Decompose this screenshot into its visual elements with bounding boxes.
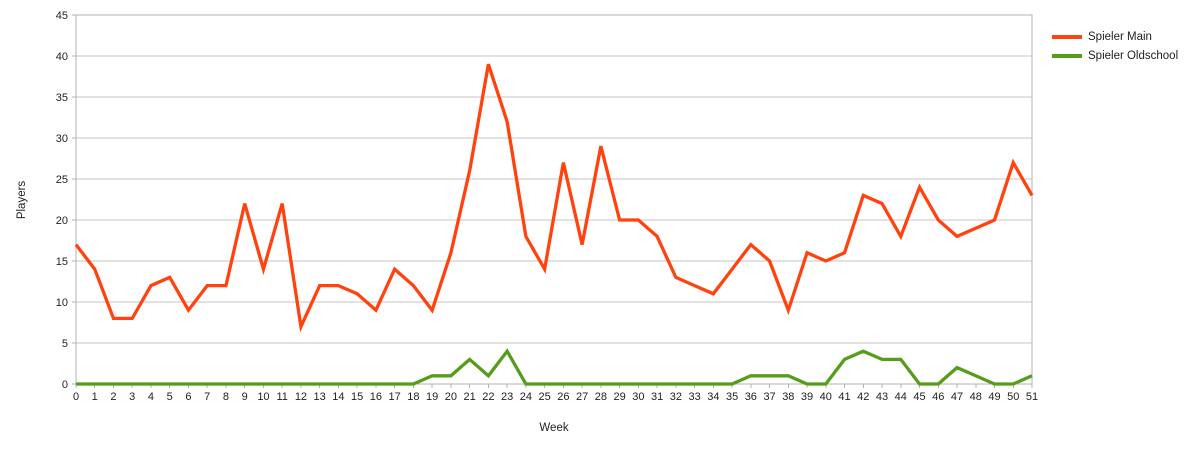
- x-tick-label: 43: [876, 391, 888, 403]
- legend-entry-spieler-oldschool: Spieler Oldschool: [1052, 50, 1178, 62]
- x-tick-label: 30: [632, 391, 644, 403]
- x-tick-label: 24: [520, 391, 532, 403]
- x-tick-label: 19: [426, 391, 438, 403]
- x-tick-label: 6: [185, 391, 191, 403]
- x-tick-label: 20: [445, 391, 457, 403]
- series-line-spieler-main: [74, 63, 1034, 333]
- x-tick-label: 11: [276, 391, 287, 403]
- x-tick-label: 3: [129, 391, 135, 403]
- legend-entry-spieler-main: Spieler Main: [1052, 31, 1178, 43]
- x-tick-label: 10: [257, 391, 269, 403]
- x-tick-label: 0: [73, 391, 79, 403]
- x-tick-label: 34: [707, 391, 719, 403]
- y-tick-label: 20: [56, 215, 68, 227]
- x-tick-label: 15: [351, 391, 363, 403]
- x-tick-label: 22: [482, 391, 494, 403]
- y-tick-label: 35: [56, 92, 68, 104]
- legend-line-icon-spieler-main: [1052, 35, 1082, 39]
- x-tick-label: 27: [576, 391, 588, 403]
- y-tick-label: 25: [56, 174, 68, 186]
- legend-line-icon-spieler-oldschool: [1052, 54, 1082, 58]
- x-tick-label: 46: [932, 391, 944, 403]
- x-tick-label: 16: [370, 391, 382, 403]
- x-tick-label: 35: [726, 391, 738, 403]
- x-tick-label: 2: [110, 391, 116, 403]
- x-axis-title: Week: [539, 422, 569, 434]
- x-tick-label: 39: [801, 391, 813, 403]
- y-tick-label: 10: [56, 297, 68, 309]
- x-tick-label: 28: [595, 391, 607, 403]
- y-tick-label: 40: [56, 51, 68, 63]
- x-tick-label: 23: [501, 391, 513, 403]
- y-tick-label: 5: [62, 338, 68, 350]
- x-tick-label: 40: [820, 391, 832, 403]
- plot-border: [75, 14, 1033, 385]
- x-tick-label: 32: [670, 391, 682, 403]
- x-tick-label: 48: [970, 391, 982, 403]
- x-tick-label: 36: [745, 391, 757, 403]
- x-tick-label: 50: [1007, 391, 1019, 403]
- x-tick-label: 49: [988, 391, 1000, 403]
- y-tick-label: 0: [62, 379, 68, 391]
- x-tick-label: 33: [688, 391, 700, 403]
- x-tick-label: 12: [295, 391, 307, 403]
- x-tick-label: 31: [651, 391, 663, 403]
- x-tick-label: 42: [857, 391, 869, 403]
- x-tick-label: 41: [838, 391, 850, 403]
- x-tick-label: 29: [613, 391, 625, 403]
- y-tick-label: 45: [56, 10, 68, 22]
- y-tick-label: 30: [56, 133, 68, 145]
- x-tick-label: 13: [314, 391, 326, 403]
- y-tick-label: 15: [56, 256, 68, 268]
- x-tick-label: 51: [1026, 391, 1038, 403]
- x-tick-label: 37: [763, 391, 775, 403]
- x-tick-label: 21: [464, 391, 476, 403]
- series-line-spieler-oldschool: [76, 348, 1033, 386]
- x-tick-label: 4: [148, 391, 154, 403]
- x-tick-label: 44: [895, 391, 907, 403]
- x-tick-label: 14: [332, 391, 344, 403]
- legend-label-spieler-oldschool: Spieler Oldschool: [1088, 50, 1179, 62]
- legend: Spieler Main Spieler Oldschool: [1052, 31, 1178, 62]
- y-axis-title: Players: [16, 180, 28, 220]
- x-tick-label: 7: [204, 391, 210, 403]
- x-tick-label: 45: [913, 391, 925, 403]
- x-tick-label: 8: [223, 391, 229, 403]
- x-tick-label: 5: [167, 391, 173, 403]
- x-tick-label: 1: [92, 391, 98, 403]
- x-tick-label: 47: [951, 391, 963, 403]
- x-tick-label: 17: [389, 391, 401, 403]
- x-tick-label: 26: [557, 391, 569, 403]
- x-tick-label: 18: [407, 391, 419, 403]
- x-tick-label: 9: [242, 391, 248, 403]
- x-tick-label: 38: [782, 391, 794, 403]
- legend-label-spieler-main: Spieler Main: [1088, 31, 1152, 43]
- x-tick-label: 25: [539, 391, 551, 403]
